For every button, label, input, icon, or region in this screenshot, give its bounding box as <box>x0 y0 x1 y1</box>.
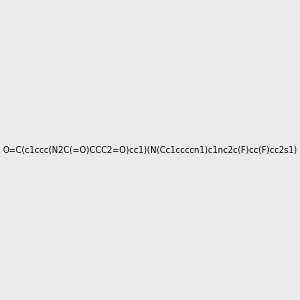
Text: O=C(c1ccc(N2C(=O)CCC2=O)cc1)(N(Cc1ccccn1)c1nc2c(F)cc(F)cc2s1): O=C(c1ccc(N2C(=O)CCC2=O)cc1)(N(Cc1ccccn1… <box>2 146 298 154</box>
